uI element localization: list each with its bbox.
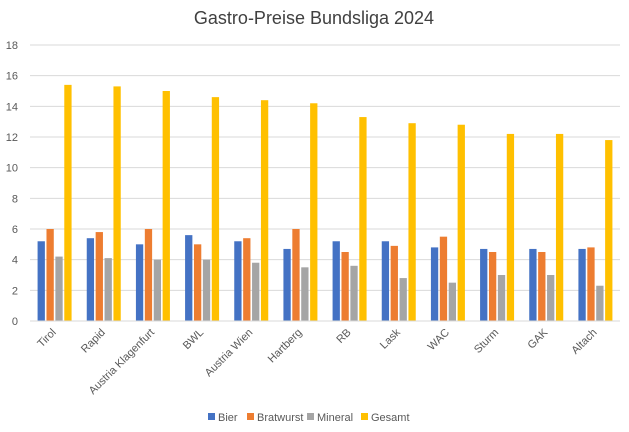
bar-mineral-6: [350, 265, 358, 321]
bar-mineral-7: [399, 278, 407, 321]
bar-bier-6: [332, 241, 340, 321]
legend-item-mineral: Mineral: [307, 412, 353, 424]
x-tick-label: GAK: [525, 326, 550, 351]
bar-gesamt-0: [64, 84, 72, 322]
x-tick-label: BWL: [181, 327, 206, 352]
bar-mineral-5: [301, 267, 309, 321]
bar-gesamt-7: [408, 123, 416, 321]
bar-mineral-2: [153, 259, 162, 321]
bar-bratwurst-10: [538, 252, 546, 321]
legend-label: Mineral: [317, 412, 353, 424]
x-tick-label: Hartberg: [266, 327, 305, 366]
legend-swatch: [307, 413, 314, 420]
bar-bratwurst-6: [341, 252, 349, 321]
legend-label: Bier: [218, 412, 238, 424]
bar-gesamt-11: [605, 140, 613, 321]
bar-bratwurst-8: [439, 236, 448, 321]
legend-swatch: [361, 413, 368, 420]
bar-bratwurst-5: [292, 229, 300, 321]
gridlines: [30, 44, 620, 291]
y-tick-label: 6: [12, 224, 18, 236]
bar-gesamt-8: [457, 124, 465, 321]
bar-bratwurst-3: [193, 244, 202, 321]
legend-item-gesamt: Gesamt: [361, 412, 410, 424]
y-axis-ticks: 0 2 4 6 8 10 12 14 16 18: [6, 40, 18, 328]
bar-gesamt-4: [260, 100, 269, 321]
y-tick-label: 4: [12, 255, 18, 267]
y-tick-label: 0: [12, 316, 18, 328]
bar-bier-2: [135, 244, 144, 321]
x-tick-label: Rapid: [79, 327, 108, 356]
y-tick-label: 16: [6, 71, 18, 83]
bar-bier-11: [578, 248, 586, 321]
bar-bier-9: [480, 248, 488, 321]
legend: Bier Bratwurst Mineral Gesamt: [208, 412, 410, 424]
bar-mineral-9: [497, 275, 506, 321]
bar-bratwurst-1: [95, 232, 103, 321]
bar-bier-10: [529, 248, 537, 321]
bar-mineral-0: [55, 256, 63, 321]
x-tick-label: WAC: [426, 327, 452, 353]
bar-bier-5: [283, 248, 291, 321]
bar-bier-3: [185, 235, 193, 321]
bar-bier-7: [381, 241, 390, 321]
bar-gesamt-9: [506, 133, 515, 321]
legend-swatch: [247, 413, 254, 420]
legend-swatch: [208, 413, 215, 420]
bars: [37, 84, 613, 322]
bar-mineral-3: [202, 259, 211, 321]
x-tick-label: Altach: [569, 327, 599, 357]
y-tick-label: 14: [6, 101, 18, 113]
legend-item-bier: Bier: [208, 412, 238, 424]
bar-mineral-10: [547, 275, 555, 321]
bar-bier-8: [430, 247, 439, 321]
y-tick-label: 10: [6, 163, 18, 175]
x-tick-label: Lask: [378, 326, 403, 351]
legend-item-bratwurst: Bratwurst: [247, 412, 303, 424]
bar-bratwurst-9: [488, 252, 497, 321]
y-tick-label: 8: [12, 193, 18, 205]
bar-bratwurst-11: [587, 247, 595, 321]
bar-mineral-1: [104, 258, 112, 321]
legend-label: Gesamt: [371, 412, 410, 424]
bar-mineral-11: [596, 285, 604, 321]
legend-label: Bratwurst: [257, 412, 303, 424]
x-tick-label: Tirol: [35, 327, 58, 350]
x-tick-label: Sturm: [472, 327, 501, 356]
bar-bier-4: [234, 241, 242, 321]
bar-bratwurst-7: [390, 245, 398, 321]
bar-gesamt-5: [310, 103, 318, 322]
x-tick-label: Austria Wien: [203, 327, 256, 380]
chart-title: Gastro-Preise Bundsliga 2024: [194, 8, 434, 28]
bar-bratwurst-4: [243, 238, 251, 321]
bar-gesamt-10: [555, 133, 564, 321]
x-tick-label: RB: [334, 327, 353, 346]
bar-gesamt-3: [211, 97, 220, 321]
y-tick-label: 2: [12, 285, 18, 297]
y-tick-label: 12: [6, 132, 18, 144]
bar-bratwurst-0: [46, 229, 54, 321]
bar-mineral-4: [252, 262, 260, 321]
y-tick-label: 18: [6, 40, 18, 52]
bar-mineral-8: [448, 282, 457, 321]
bar-gesamt-2: [162, 91, 170, 321]
bar-gesamt-1: [113, 86, 121, 322]
bar-gesamt-6: [359, 117, 367, 321]
bar-bier-0: [37, 241, 45, 321]
bar-bratwurst-2: [144, 229, 153, 321]
bar-bier-1: [86, 238, 95, 321]
